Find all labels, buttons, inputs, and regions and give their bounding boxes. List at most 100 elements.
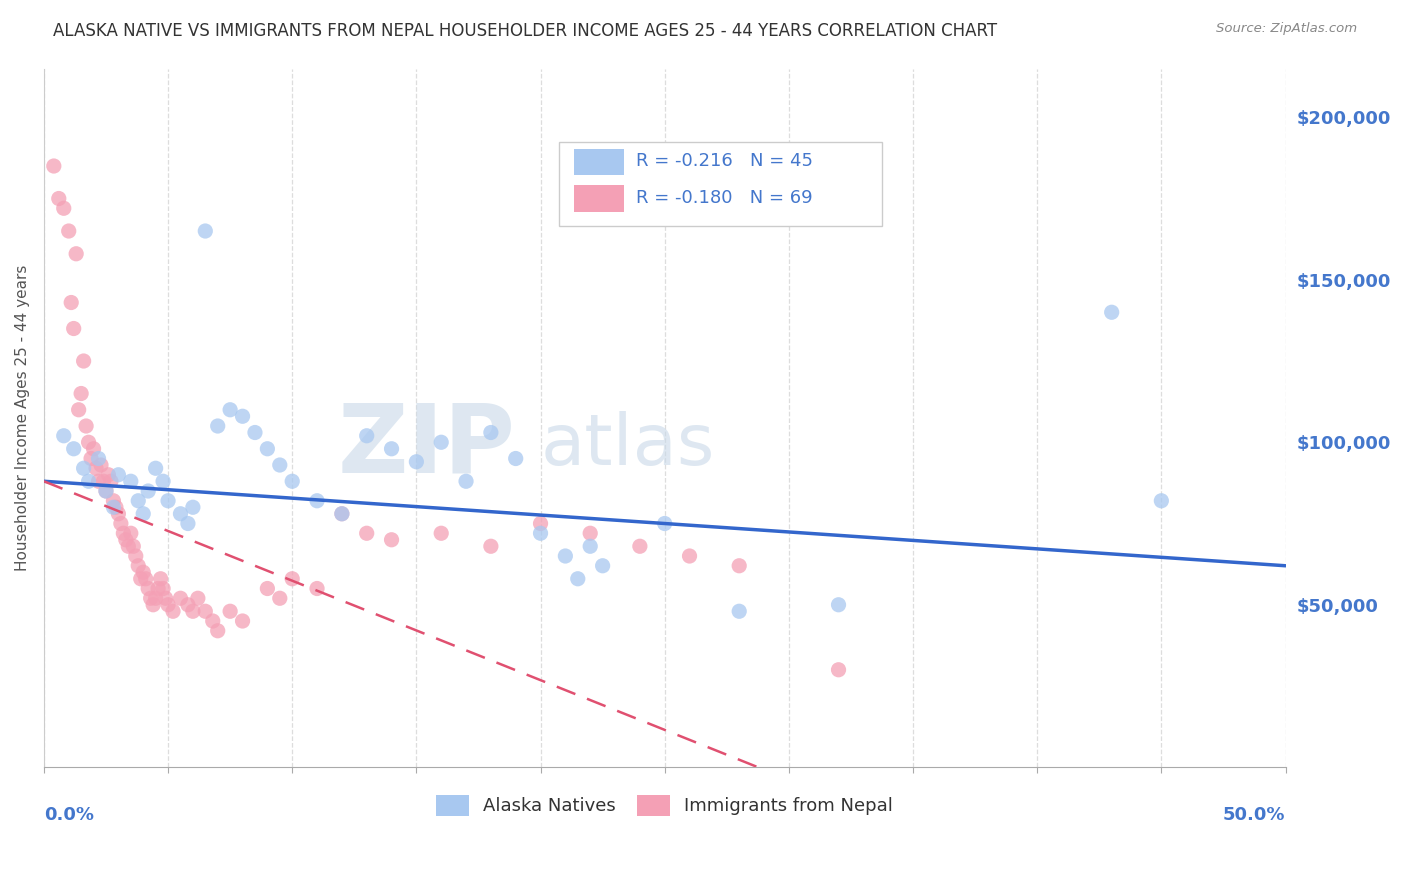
Bar — [574, 149, 624, 176]
Point — [103, 500, 125, 515]
Point — [136, 582, 159, 596]
Text: 0.0%: 0.0% — [44, 805, 94, 823]
Point — [120, 475, 142, 489]
Point — [42, 159, 65, 173]
Point — [107, 507, 129, 521]
Text: R = -0.216   N = 45: R = -0.216 N = 45 — [636, 153, 813, 170]
Point — [80, 451, 103, 466]
Point — [177, 516, 200, 531]
Point — [177, 598, 200, 612]
Point — [132, 566, 155, 580]
Point — [305, 493, 328, 508]
Point — [269, 458, 291, 472]
Point — [207, 624, 229, 638]
Point — [135, 572, 157, 586]
Point — [479, 539, 502, 553]
Point — [728, 604, 751, 618]
Text: ALASKA NATIVE VS IMMIGRANTS FROM NEPAL HOUSEHOLDER INCOME AGES 25 - 44 YEARS COR: ALASKA NATIVE VS IMMIGRANTS FROM NEPAL H… — [53, 22, 997, 40]
Y-axis label: Householder Income Ages 25 - 44 years: Householder Income Ages 25 - 44 years — [15, 265, 30, 571]
Point — [356, 429, 378, 443]
Point — [58, 224, 80, 238]
Point — [207, 419, 229, 434]
Point — [146, 582, 169, 596]
Point — [281, 475, 304, 489]
Point — [529, 516, 551, 531]
Point — [243, 425, 266, 440]
Point — [155, 591, 177, 606]
Point — [232, 409, 254, 424]
Point — [77, 475, 100, 489]
Point — [104, 500, 127, 515]
Point — [84, 461, 107, 475]
Point — [65, 246, 87, 260]
Point — [162, 604, 184, 618]
Point — [97, 467, 120, 482]
Point — [454, 475, 477, 489]
Point — [94, 483, 117, 498]
Point — [149, 572, 172, 586]
Text: Source: ZipAtlas.com: Source: ZipAtlas.com — [1216, 22, 1357, 36]
Point — [70, 386, 93, 401]
Point — [142, 598, 165, 612]
Point — [1150, 493, 1173, 508]
Point — [87, 451, 110, 466]
Point — [112, 526, 135, 541]
Point — [83, 442, 105, 456]
Point — [139, 591, 162, 606]
Point — [157, 598, 180, 612]
Point — [628, 539, 651, 553]
Point — [67, 402, 90, 417]
Point — [100, 475, 122, 489]
Point — [90, 458, 112, 472]
Point — [60, 295, 83, 310]
Point — [380, 533, 402, 547]
Point — [136, 483, 159, 498]
Point — [145, 591, 167, 606]
Point — [678, 549, 700, 563]
Point — [567, 572, 589, 586]
Text: atlas: atlas — [540, 411, 714, 480]
Point — [728, 558, 751, 573]
Point — [330, 507, 353, 521]
Point — [103, 493, 125, 508]
Point — [305, 582, 328, 596]
Text: ZIP: ZIP — [337, 400, 516, 492]
Point — [232, 614, 254, 628]
Point — [269, 591, 291, 606]
Point — [654, 516, 676, 531]
Point — [554, 549, 576, 563]
Point — [120, 526, 142, 541]
Point — [281, 572, 304, 586]
Point — [145, 461, 167, 475]
Point — [256, 442, 278, 456]
Point — [505, 451, 527, 466]
Point — [48, 192, 70, 206]
Point — [93, 475, 115, 489]
Point — [77, 435, 100, 450]
Point — [87, 475, 110, 489]
Point — [181, 604, 204, 618]
Point — [330, 507, 353, 521]
Legend: Alaska Natives, Immigrants from Nepal: Alaska Natives, Immigrants from Nepal — [427, 786, 903, 824]
Point — [127, 493, 149, 508]
Text: 50.0%: 50.0% — [1223, 805, 1285, 823]
Point — [152, 582, 174, 596]
Point — [110, 516, 132, 531]
Point — [132, 507, 155, 521]
Point — [52, 201, 75, 215]
Point — [405, 455, 427, 469]
Point — [72, 461, 94, 475]
Point — [479, 425, 502, 440]
Point — [827, 598, 849, 612]
Point — [52, 429, 75, 443]
Point — [114, 533, 136, 547]
Point — [256, 582, 278, 596]
Point — [1101, 305, 1123, 319]
Point — [194, 224, 217, 238]
Point — [169, 507, 191, 521]
Point — [181, 500, 204, 515]
Point — [579, 526, 602, 541]
Point — [380, 442, 402, 456]
Point — [187, 591, 209, 606]
Point — [152, 475, 174, 489]
